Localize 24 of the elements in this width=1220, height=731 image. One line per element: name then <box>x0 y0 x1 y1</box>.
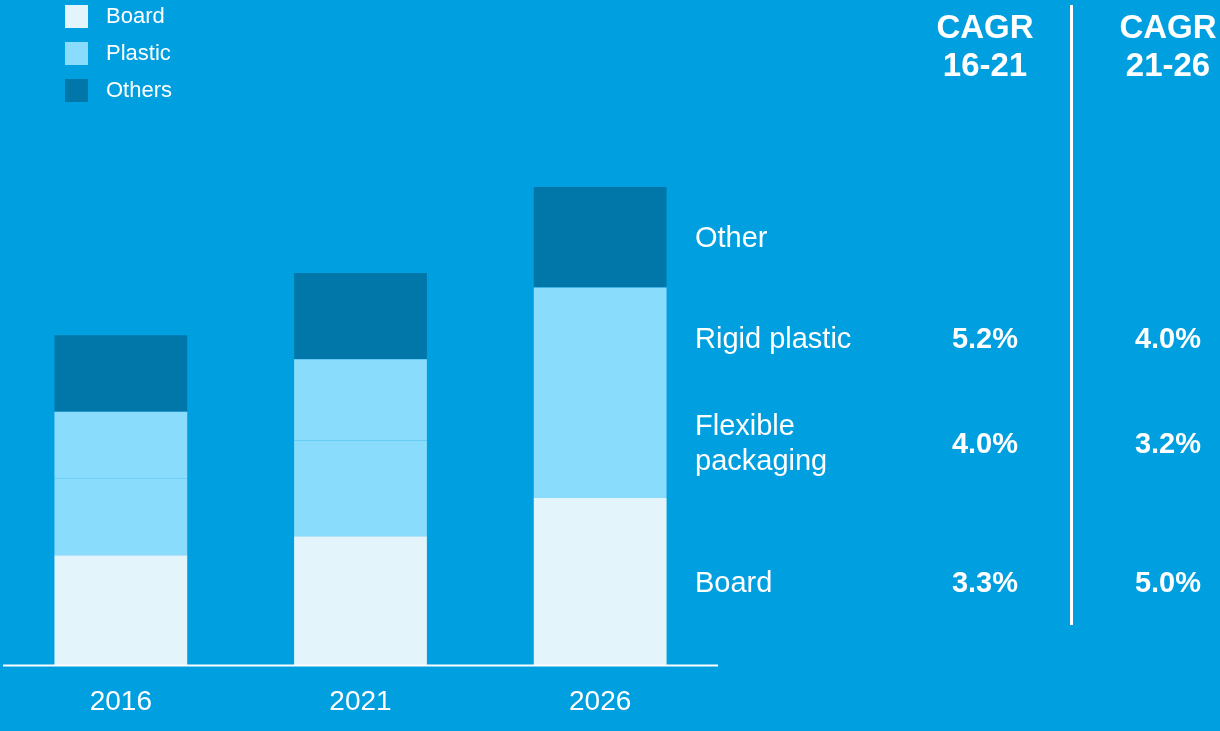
text: CAGR 16-21 <box>935 8 1035 84</box>
bar <box>533 497 667 666</box>
bar <box>533 187 667 288</box>
legend-label: Plastic <box>106 40 171 66</box>
text: 3.2% <box>1133 426 1203 460</box>
annotation: Board <box>695 564 774 600</box>
text: 4.0% <box>1133 321 1203 355</box>
x-tick-label: 2026 <box>569 684 632 716</box>
text: 4.0% <box>950 426 1020 460</box>
text: 5.0% <box>1133 565 1203 599</box>
legend-label: Board <box>106 3 165 29</box>
bar <box>54 555 188 666</box>
x-tick-label: 2021 <box>329 684 392 716</box>
annotation: Flexible packaging <box>695 407 829 478</box>
text: 5.2% <box>950 321 1020 355</box>
bar <box>54 335 188 412</box>
bar <box>294 273 427 360</box>
legend-label: Others <box>106 77 173 103</box>
annotation: Rigid plastic <box>695 320 853 356</box>
text: CAGR 21-26 <box>1118 8 1218 84</box>
annotation: Other <box>695 219 769 255</box>
x-tick-label: 2016 <box>89 684 152 716</box>
bar <box>294 536 427 666</box>
text: 3.3% <box>950 565 1020 599</box>
